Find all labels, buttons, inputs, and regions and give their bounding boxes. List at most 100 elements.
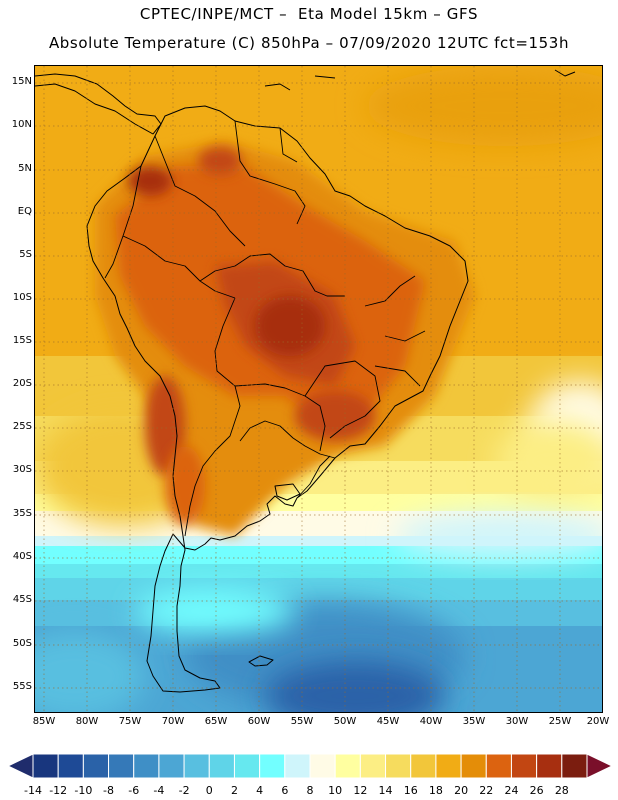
field-blob [395, 514, 602, 558]
map-canvas [35, 66, 602, 712]
legend-swatch [460, 753, 487, 779]
color-legend [0, 748, 618, 798]
field-blob [365, 66, 602, 146]
legend-tick-label: 18 [428, 784, 443, 797]
legend-swatch [561, 753, 588, 779]
falkland-islands [248, 655, 274, 667]
legend-tick-label: 24 [504, 784, 519, 797]
lon-label-35w: 35W [462, 716, 486, 727]
legend-swatch [32, 753, 59, 779]
legend-swatch [385, 753, 412, 779]
lat-label-45s: 45S [12, 594, 32, 605]
lat-label-25s: 25S [12, 421, 32, 432]
lat-label-5s: 5S [19, 249, 32, 260]
legend-swatch [309, 753, 336, 779]
lon-label-70w: 70W [161, 716, 185, 727]
legend-swatch [82, 753, 110, 779]
warm-area-24-26 [198, 147, 242, 175]
legend-tick-label: 8 [306, 784, 314, 797]
rio-de-la-plata [274, 483, 301, 501]
color-legend-bar [6, 753, 614, 779]
legend-swatch [410, 753, 437, 779]
legend-tick-label: -2 [178, 784, 190, 797]
central-america-coastline [35, 73, 162, 135]
legend-tick-label: 12 [353, 784, 368, 797]
band-0-2 [35, 578, 602, 604]
south-america-coastline [86, 105, 469, 693]
legend-tick-label: 26 [529, 784, 544, 797]
legend-tick-label: 6 [281, 784, 289, 797]
lat-label-eq: EQ [17, 206, 32, 217]
lon-label-65w: 65W [204, 716, 228, 727]
warm-area-26-28 [128, 166, 172, 196]
temperature-map [34, 65, 603, 713]
lon-label-55w: 55W [290, 716, 314, 727]
legend-tick-label: 4 [256, 784, 264, 797]
lat-label-20s: 20S [12, 378, 32, 389]
lon-label-40w: 40W [419, 716, 443, 727]
field-blob [35, 631, 145, 712]
legend-swatch [158, 753, 185, 779]
legend-swatch [208, 753, 235, 779]
lat-label-10n: 10N [11, 119, 32, 130]
continent-temperature [95, 141, 475, 536]
lon-label-45w: 45W [376, 716, 400, 727]
lon-label-25w: 25W [548, 716, 572, 727]
field-blob [265, 661, 445, 712]
legend-tick-label: 28 [554, 784, 569, 797]
legend-tick-label: 20 [454, 784, 469, 797]
lon-label-85w: 85W [32, 716, 56, 727]
legend-swatch [57, 753, 84, 779]
legend-swatch [284, 753, 311, 779]
legend-tick-label: 2 [230, 784, 238, 797]
lon-label-60w: 60W [247, 716, 271, 727]
legend-swatch [183, 753, 210, 779]
lon-label-30w: 30W [505, 716, 529, 727]
lat-lon-grid [35, 66, 602, 712]
legend-tick-label: 0 [205, 784, 213, 797]
lon-label-75w: 75W [118, 716, 142, 727]
legend-tick-label: 16 [403, 784, 418, 797]
lat-label-35s: 35S [12, 508, 32, 519]
lat-label-50s: 50S [12, 638, 32, 649]
lat-label-5n: 5N [18, 163, 32, 174]
field-blob [495, 421, 602, 501]
band-2-4 [35, 564, 602, 582]
title-line-2: Absolute Temperature (C) 850hPa – 07/09/… [48, 34, 570, 52]
country-borders [104, 120, 426, 537]
legend-tick-label: 22 [479, 784, 494, 797]
andes-warm-strip [165, 446, 205, 526]
lon-label-50w: 50W [333, 716, 357, 727]
legend-tick-label: 10 [328, 784, 343, 797]
legend-tick-label: -4 [153, 784, 165, 797]
legend-swatch [133, 753, 160, 779]
warm-area-26-28 [255, 296, 325, 356]
warm-area-24-26 [295, 391, 375, 441]
caribbean-islands [264, 69, 576, 91]
lat-label-30s: 30S [12, 464, 32, 475]
legend-swatch [359, 753, 387, 779]
legend-tick-label: -12 [49, 784, 68, 797]
legend-tick-label: -10 [74, 784, 93, 797]
lat-label-55s: 55S [12, 681, 32, 692]
lon-label-20w: 20W [586, 716, 610, 727]
legend-swatch [334, 753, 361, 779]
legend-swatch [259, 753, 286, 779]
legend-swatch [536, 753, 563, 779]
lat-label-15s: 15S [12, 335, 32, 346]
legend-swatch [108, 753, 135, 779]
coastlines [35, 69, 576, 693]
title-line-1: CPTEC/INPE/MCT – Eta Model 15km – GFS [139, 5, 479, 23]
legend-swatch [435, 753, 462, 779]
legend-tick-label: -8 [103, 784, 115, 797]
legend-swatch [485, 753, 512, 779]
legend-tick-label: -14 [24, 784, 42, 797]
lat-label-10s: 10S [12, 292, 32, 303]
legend-swatch [233, 753, 261, 779]
legend-tick-label: 14 [378, 784, 393, 797]
lat-label-15n: 15N [11, 76, 32, 87]
field-blob [135, 589, 295, 633]
lon-label-80w: 80W [75, 716, 99, 727]
legend-over-arrow [586, 753, 614, 779]
legend-tick-label: -6 [128, 784, 140, 797]
